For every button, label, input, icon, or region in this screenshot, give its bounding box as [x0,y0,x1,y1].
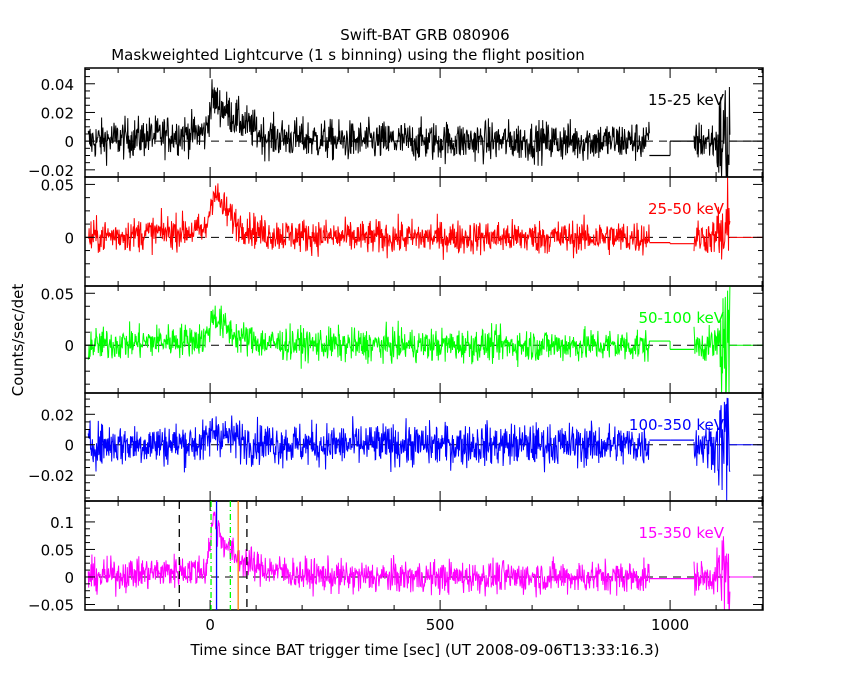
x-axis-label: Time since BAT trigger time [sec] (UT 20… [190,641,660,659]
x-tick-label: 0 [205,616,215,634]
y-tick-label: −0.05 [28,596,74,614]
band-label: 25-50 keV [648,200,725,218]
lightcurve-series [87,285,731,394]
y-tick-label: 0 [64,437,74,455]
y-tick-label: 0 [64,337,74,355]
y-tick-label: 0.04 [41,76,74,94]
y-tick-label: 0.05 [41,541,74,559]
panel-100-350-keV: −0.02 0 0.02 100-350 keV [28,392,764,502]
y-tick-label: 0.05 [41,176,74,194]
band-label: 15-25 keV [648,91,725,109]
band-label: 15-350 keV [638,524,724,542]
chart-title: Swift-BAT GRB 080906 [340,26,509,44]
y-tick-label: 0.05 [41,285,74,303]
y-tick-label: 0.02 [41,406,74,424]
y-tick-label: 0.1 [50,514,74,532]
y-tick-label: 0 [64,229,74,247]
lightcurve-series [87,176,731,260]
y-tick-label: 0 [64,133,74,151]
y-tick-label: −0.02 [28,162,74,180]
y-tick-label: 0.02 [41,104,74,122]
band-label: 100-350 keV [629,416,725,434]
lightcurve-series [87,397,731,502]
y-axis-label: Counts/sec/det [9,284,27,397]
panel-frame [84,500,764,611]
panel-50-100-keV: 0 0.05 50-100 keV [41,285,764,394]
panel-15-350-keV: −0.05 0 0.05 0.1 15-350 keV 0 500 1000 [28,500,764,634]
y-tick-label: 0 [64,569,74,587]
band-label: 50-100 keV [638,309,724,327]
panel-frame [84,67,764,178]
y-tick-label: −0.02 [28,467,74,485]
x-tick-label: 1000 [651,616,689,634]
panel-25-50-keV: 0 0.05 25-50 keV [41,176,764,287]
x-tick-label: 500 [426,616,455,634]
panel-15-25-keV: −0.02 0 0.02 0.04 15-25 keV [28,67,764,180]
lightcurve-series [87,79,731,178]
lightcurve-series [87,511,731,611]
chart-subtitle: Maskweighted Lightcurve (1 s binning) us… [111,46,585,64]
